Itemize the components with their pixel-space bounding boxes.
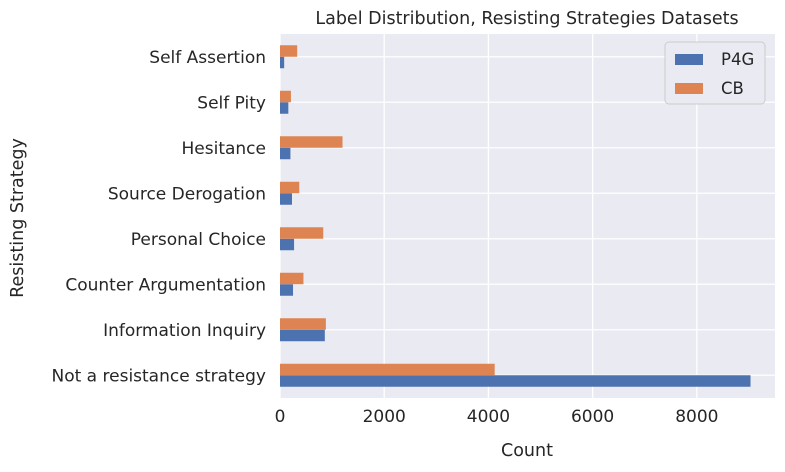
legend-label-cb: CB [721, 79, 744, 98]
y-tick-label: Self Assertion [149, 48, 266, 68]
y-tick-label: Counter Argumentation [65, 275, 266, 295]
y-tick-label: Hesitance [182, 139, 267, 159]
y-tick-label: Personal Choice [131, 230, 266, 250]
x-tick-labels: 0 2000 4000 6000 8000 [275, 407, 719, 427]
x-tick-label: 6000 [571, 407, 614, 427]
bar-cb [280, 45, 298, 57]
bar-p4g [280, 147, 291, 160]
y-tick-labels: Self Assertion Self Pity Hesitance Source D… [52, 48, 267, 387]
y-tick-label: Information Inquiry [103, 321, 266, 341]
bar-cb [280, 227, 324, 239]
bar-cb [280, 181, 300, 194]
bar-cb [280, 90, 291, 103]
y-tick-label: Source Derogation [108, 184, 266, 204]
x-tick-label: 2000 [363, 407, 406, 427]
x-tick-label: 8000 [675, 407, 718, 427]
bar-cb [280, 363, 495, 376]
x-axis-label: Count [501, 441, 553, 461]
x-tick-label: 0 [275, 407, 286, 427]
bars [280, 45, 751, 387]
legend-label-p4g: P4G [721, 50, 754, 69]
gridlines [279, 34, 775, 398]
bar-p4g [280, 238, 295, 251]
x-tick-label: 4000 [467, 407, 510, 427]
legend-swatch-cb [675, 83, 703, 94]
bar-p4g [280, 193, 292, 205]
bar-cb [280, 136, 343, 148]
bar-cb [280, 318, 326, 330]
y-tick-label: Self Pity [197, 93, 266, 113]
chart-title: Label Distribution, Resisting Strategies… [315, 9, 738, 29]
bar-p4g [280, 329, 325, 342]
legend-swatch-p4g [675, 54, 703, 65]
bar-p4g [280, 375, 751, 387]
bar-p4g [280, 102, 289, 114]
bar-p4g [280, 56, 285, 69]
y-axis-label: Resisting Strategy [8, 138, 28, 298]
bar-cb [280, 272, 304, 285]
bar-p4g [280, 284, 294, 296]
y-tick-label: Not a resistance strategy [52, 366, 267, 386]
legend: P4G CB [664, 41, 766, 105]
